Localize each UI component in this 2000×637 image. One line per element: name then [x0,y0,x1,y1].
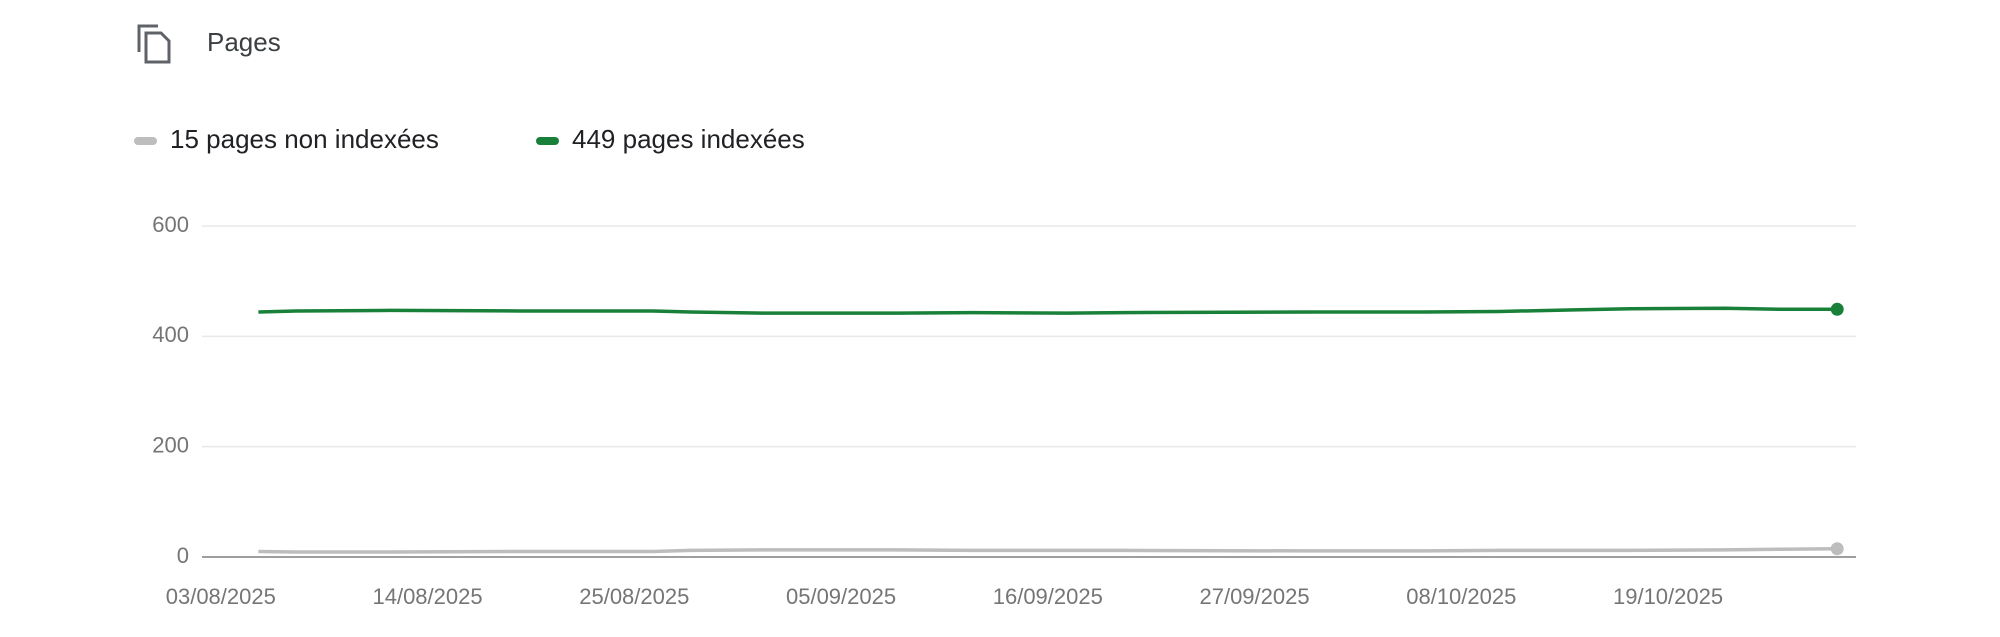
x-tick-label: 19/10/2025 [1613,584,1723,609]
y-tick-label: 600 [152,212,189,237]
legend-swatch [536,137,559,145]
x-tick-label: 16/09/2025 [993,584,1103,609]
y-tick-label: 0 [177,543,189,568]
y-tick-label: 400 [152,322,189,347]
x-tick-label: 27/09/2025 [1199,584,1309,609]
x-tick-label: 05/09/2025 [786,584,896,609]
x-tick-label: 03/08/2025 [166,584,276,609]
series-line [258,546,1838,554]
x-tick-label: 14/08/2025 [372,584,482,609]
x-tick-label: 08/10/2025 [1406,584,1516,609]
x-tick-label: 25/08/2025 [579,584,689,609]
legend-swatch [134,137,157,145]
pages-icon [137,24,171,64]
series-line [258,306,1838,315]
legend-label: 15 pages non indexées [170,124,439,154]
end-point [1830,542,1844,556]
card-title: Pages [207,27,281,57]
legend-label: 449 pages indexées [572,124,805,154]
end-point [1830,302,1844,316]
y-tick-label: 200 [152,432,189,457]
